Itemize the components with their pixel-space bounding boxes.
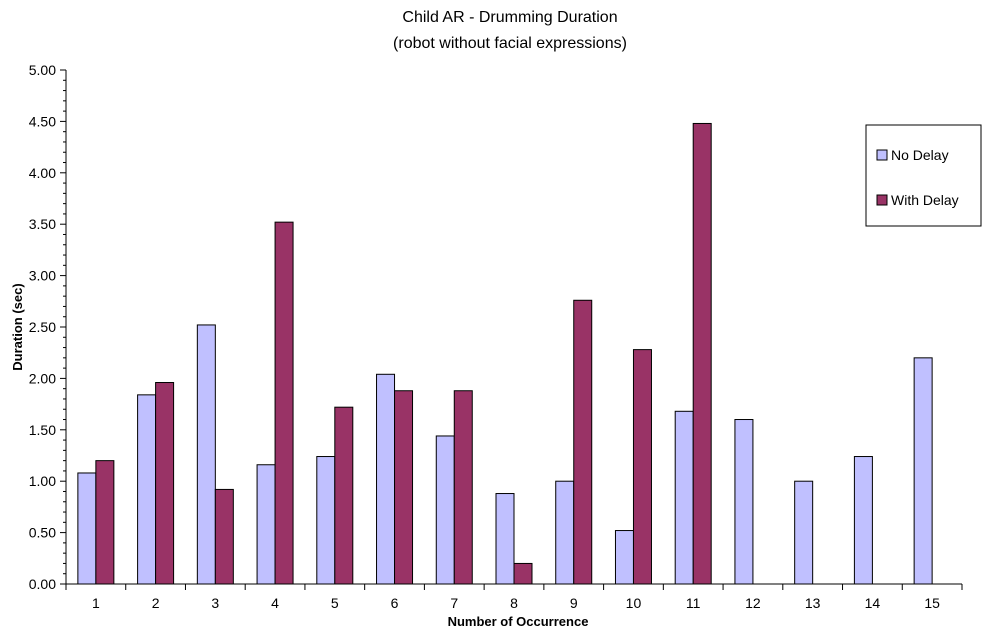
- x-tick-label-8: 8: [510, 595, 518, 611]
- x-axis-title: Number of Occurrence: [448, 614, 589, 629]
- bar-no-delay-2: [137, 394, 157, 585]
- x-tick-label-11: 11: [686, 595, 701, 611]
- x-tick-label-10: 10: [626, 595, 642, 611]
- bar-no-delay-13: [794, 480, 814, 585]
- legend-box: [865, 124, 982, 227]
- chart-title: Child AR - Drumming Duration: [402, 9, 617, 26]
- x-tick-label-4: 4: [271, 595, 279, 611]
- y-tick-label: 4.50: [29, 113, 56, 129]
- x-tick-label-12: 12: [745, 595, 761, 611]
- bar-with-delay-7: [453, 390, 473, 585]
- x-tick-label-3: 3: [211, 595, 219, 611]
- y-tick-label: 4.00: [29, 165, 56, 181]
- bar-no-delay-6: [376, 373, 396, 585]
- x-tick-label-9: 9: [570, 595, 578, 611]
- bar-with-delay-1: [95, 460, 115, 585]
- bar-no-delay-11: [674, 410, 694, 585]
- y-tick-label: 3.50: [29, 216, 56, 232]
- x-tick-label-2: 2: [152, 595, 160, 611]
- x-tick-label-5: 5: [331, 595, 339, 611]
- legend-swatch-no-delay: [876, 149, 888, 161]
- x-tick-label-7: 7: [450, 595, 458, 611]
- x-tick-label-1: 1: [92, 595, 100, 611]
- bar-with-delay-6: [394, 390, 414, 585]
- bar-with-delay-9: [573, 299, 593, 585]
- bar-with-delay-11: [692, 122, 712, 585]
- bar-no-delay-15: [913, 357, 933, 585]
- y-tick-label: 0.50: [29, 525, 56, 541]
- x-tick-label-14: 14: [865, 595, 881, 611]
- x-tick-label-6: 6: [391, 595, 399, 611]
- y-tick-label: 1.50: [29, 422, 56, 438]
- bar-with-delay-5: [334, 406, 354, 585]
- bar-with-delay-2: [155, 382, 175, 585]
- bar-no-delay-14: [853, 456, 873, 585]
- legend-swatch-with-delay: [876, 194, 888, 206]
- bar-no-delay-5: [316, 456, 336, 585]
- bar-no-delay-3: [196, 324, 216, 585]
- bar-no-delay-4: [256, 464, 276, 585]
- legend-label-with-delay: With Delay: [891, 192, 959, 208]
- bar-no-delay-1: [77, 472, 97, 585]
- bar-no-delay-10: [614, 530, 634, 585]
- bar-no-delay-8: [495, 493, 515, 585]
- axes-layer: 0.00 0.50 1.00 1.50 2.00 2.50 3.00 3.50 4.00 4.50…: [29, 62, 963, 611]
- bar-with-delay-8: [513, 562, 533, 585]
- bar-with-delay-4: [274, 221, 294, 585]
- y-axis-title: Duration (sec): [10, 283, 25, 370]
- legend-label-no-delay: No Delay: [891, 147, 949, 163]
- bar-with-delay-3: [214, 488, 234, 585]
- x-tick-label-13: 13: [805, 595, 821, 611]
- y-tick-label: 5.00: [29, 62, 56, 78]
- legend: No Delay With Delay: [865, 124, 982, 227]
- bars-layer: [77, 122, 933, 585]
- y-tick-label: 0.00: [29, 576, 56, 592]
- y-tick-label: 2.00: [29, 370, 56, 386]
- y-tick-label: 2.50: [29, 319, 56, 335]
- chart-subtitle: (robot without facial expressions): [393, 35, 627, 52]
- y-tick-label: 3.00: [29, 268, 56, 284]
- bar-no-delay-12: [734, 419, 754, 585]
- x-tick-label-15: 15: [924, 595, 940, 611]
- bar-no-delay-7: [435, 435, 455, 585]
- bar-no-delay-9: [555, 480, 575, 585]
- bar-with-delay-10: [632, 349, 652, 585]
- y-tick-label: 1.00: [29, 473, 56, 489]
